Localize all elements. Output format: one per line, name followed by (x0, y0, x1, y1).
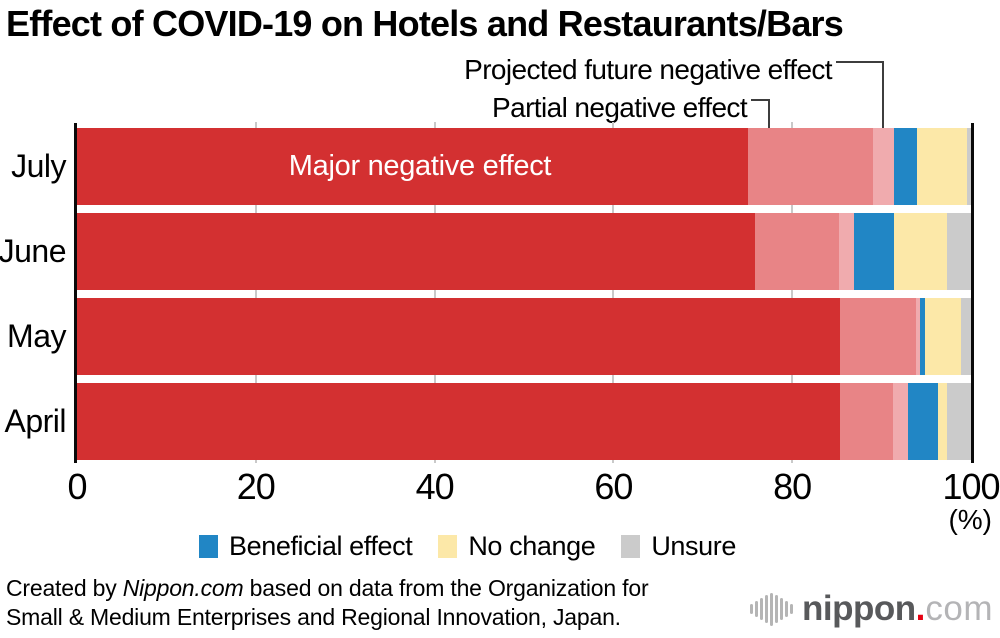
bar-segment (967, 128, 971, 205)
legend-label: Beneficial effect (229, 531, 413, 561)
y-axis-label: July (11, 148, 66, 184)
annotation-projected-leader-line (836, 61, 884, 63)
plot-area: Major negative effect (74, 122, 974, 463)
soundwave-bar (780, 598, 784, 620)
annotation-partial-leader-line (751, 99, 770, 101)
bar-segment (894, 128, 918, 205)
bar-segment (77, 383, 840, 460)
bar-segment (937, 383, 947, 460)
legend-label: No change (468, 531, 596, 561)
y-axis-label: April (4, 403, 66, 439)
bar-segment (77, 128, 748, 205)
soundwave-bar (750, 604, 754, 614)
bar-segment (754, 213, 839, 290)
y-axis-line (74, 123, 77, 463)
x-axis-unit-label: (%) (948, 504, 992, 535)
y-axis-label: May (7, 318, 66, 354)
gridline (254, 122, 257, 463)
bar-segment (77, 213, 755, 290)
x-tick-label: 80 (773, 466, 812, 507)
soundwave-bar (790, 604, 794, 614)
bar-segment (747, 128, 873, 205)
source-note: Created by Nippon.com based on data from… (6, 574, 649, 632)
bar-segment (838, 213, 854, 290)
bar-segment (853, 213, 895, 290)
source-note-line1: Created by Nippon.com based on data from… (6, 575, 649, 601)
legend: Beneficial effect No change Unsure (199, 531, 736, 562)
bar-segment (839, 383, 894, 460)
x-axis-100-line (971, 123, 974, 463)
bar-segment (872, 128, 895, 205)
legend-swatch-icon (438, 535, 458, 558)
bar-segment (839, 298, 917, 375)
bar-stack-container (77, 128, 971, 460)
bar-row-april (77, 383, 971, 460)
legend-swatch-icon (199, 535, 218, 558)
bar-row-may (77, 298, 971, 375)
soundwave-bar (755, 601, 759, 617)
logo-text-nippon: nippon (802, 589, 916, 628)
nippon-logo: nippon. com (750, 589, 993, 629)
annotation-partial-leader-line (768, 99, 770, 128)
x-tick-label: 0 (67, 466, 87, 507)
chart-title: Effect of COVID-19 on Hotels and Restaur… (6, 3, 844, 44)
soundwave-bar (785, 601, 789, 617)
bar-segment (916, 298, 921, 375)
source-nippon-italic: Nippon.com (122, 575, 244, 601)
x-axis-tick-labels: 0 20 40 60 80 100 (67, 466, 1000, 510)
legend-item: Beneficial effect (199, 531, 413, 562)
soundwave-icon (750, 592, 794, 626)
y-axis-labels: July June May April (0, 128, 67, 460)
bar-segment (894, 213, 947, 290)
bar-segment (77, 298, 840, 375)
annotation-partial-label: Partial negative effect (492, 92, 748, 123)
source-note-line2: Small & Medium Enterprises and Regional … (6, 604, 621, 630)
annotation-projected-leader-line (882, 61, 884, 128)
bar-segment (917, 128, 968, 205)
soundwave-bar (765, 595, 769, 623)
bar-segment (961, 298, 971, 375)
logo-text-com: com (925, 589, 993, 628)
legend-label: Unsure (651, 531, 736, 561)
bar-segment (946, 383, 971, 460)
bar-segment (925, 298, 962, 375)
legend-swatch-icon (621, 535, 641, 558)
gridline (791, 122, 794, 463)
soundwave-bar (770, 592, 774, 626)
annotation-projected-label: Projected future negative effect (464, 54, 832, 85)
bar-segment (893, 383, 908, 460)
soundwave-bar (760, 598, 764, 620)
bar-segment (920, 298, 926, 375)
gridline (433, 122, 436, 463)
bar-segment (946, 213, 971, 290)
gridline (612, 122, 615, 463)
x-tick-label: 40 (415, 466, 455, 507)
x-tick-label: 60 (594, 466, 633, 507)
bar-segment (907, 383, 938, 460)
y-axis-label: June (0, 233, 67, 269)
bar-row-june (77, 213, 971, 290)
x-tick-label: 20 (236, 466, 276, 507)
bar-row-july (77, 128, 971, 205)
x-tick-label: 100 (942, 466, 1000, 507)
legend-item: No change (438, 531, 596, 562)
logo-dot: . (915, 589, 926, 628)
legend-item: Unsure (621, 531, 736, 562)
major-negative-effect-inbar-label: Major negative effect (288, 150, 552, 182)
soundwave-bar (775, 595, 779, 623)
